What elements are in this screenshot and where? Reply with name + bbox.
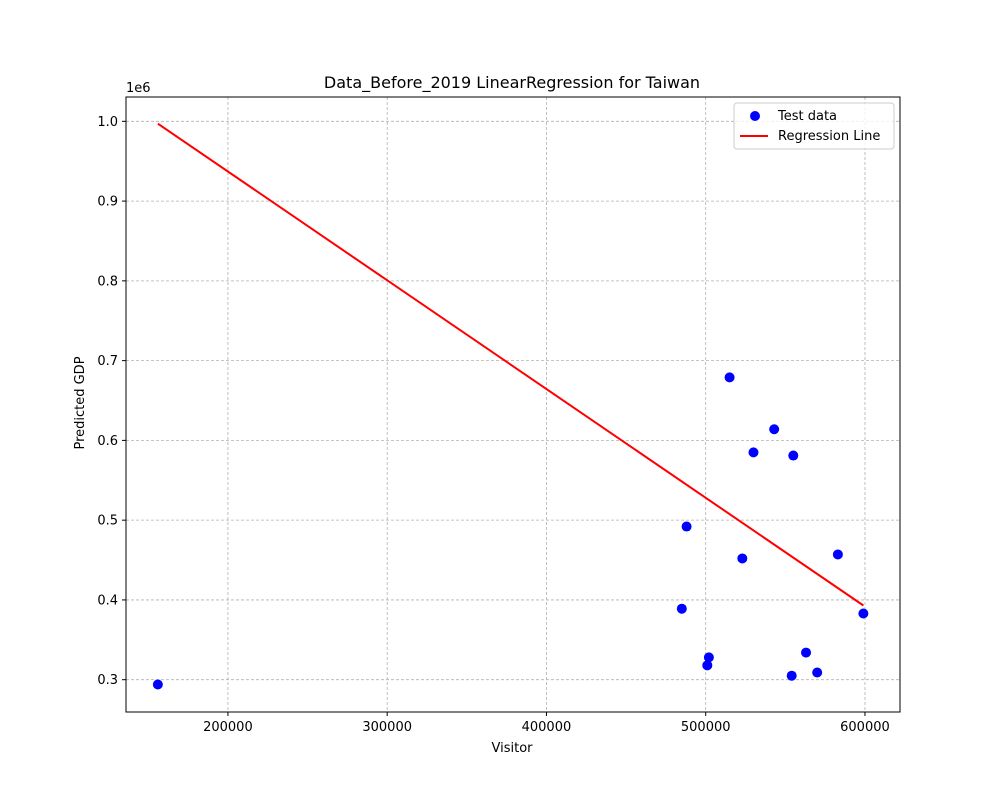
legend-marker-test-data	[750, 111, 760, 121]
test-data-point	[676, 603, 687, 614]
test-data-point	[812, 667, 823, 678]
test-data-point	[152, 679, 163, 690]
test-data-point	[786, 670, 797, 681]
test-data-point	[769, 424, 780, 435]
y-tick-label: 0.7	[97, 354, 118, 369]
x-tick-label: 200000	[203, 720, 253, 735]
plot-frame	[125, 96, 901, 713]
x-tick-label: 600000	[840, 720, 890, 735]
y-tick-label: 0.6	[97, 434, 118, 449]
x-axis-ticks: 200000 300000 400000 500000 600000	[203, 712, 890, 735]
x-tick-label: 500000	[681, 720, 731, 735]
legend-label-regression-line: Regression Line	[778, 129, 880, 144]
legend-box	[733, 102, 895, 150]
x-tick-label: 400000	[522, 720, 572, 735]
test-data-point	[724, 372, 735, 383]
test-data-point	[801, 647, 812, 658]
series-layer	[152, 122, 869, 690]
test-data-point	[832, 549, 843, 560]
test-data-point	[858, 608, 869, 619]
y-axis-offset-label: 1e6	[126, 81, 151, 96]
y-tick-label: 0.4	[97, 593, 118, 608]
y-axis-label: Predicted GDP	[73, 356, 88, 449]
test-data-point	[681, 521, 692, 532]
legend-label-test-data: Test data	[777, 109, 837, 124]
test-data-point	[748, 447, 759, 458]
regression-line	[157, 122, 864, 607]
test-data-point	[703, 652, 714, 663]
y-tick-label: 0.9	[97, 195, 118, 210]
y-tick-label: 0.5	[97, 514, 118, 529]
y-tick-label: 0.3	[97, 673, 118, 688]
y-axis-ticks: 0.3 0.4 0.5 0.6 0.7 0.8 0.9 1.0	[97, 115, 126, 688]
chart-title: Data_Before_2019 LinearRegression for Ta…	[324, 73, 700, 93]
test-data-point	[737, 553, 748, 564]
legend: Test data Regression Line	[733, 102, 895, 150]
x-axis-label: Visitor	[492, 741, 534, 756]
y-tick-label: 0.8	[97, 274, 118, 289]
test-data-point	[702, 660, 713, 671]
x-tick-label: 300000	[362, 720, 412, 735]
test-data-point	[788, 450, 799, 461]
y-tick-label: 1.0	[97, 115, 118, 130]
